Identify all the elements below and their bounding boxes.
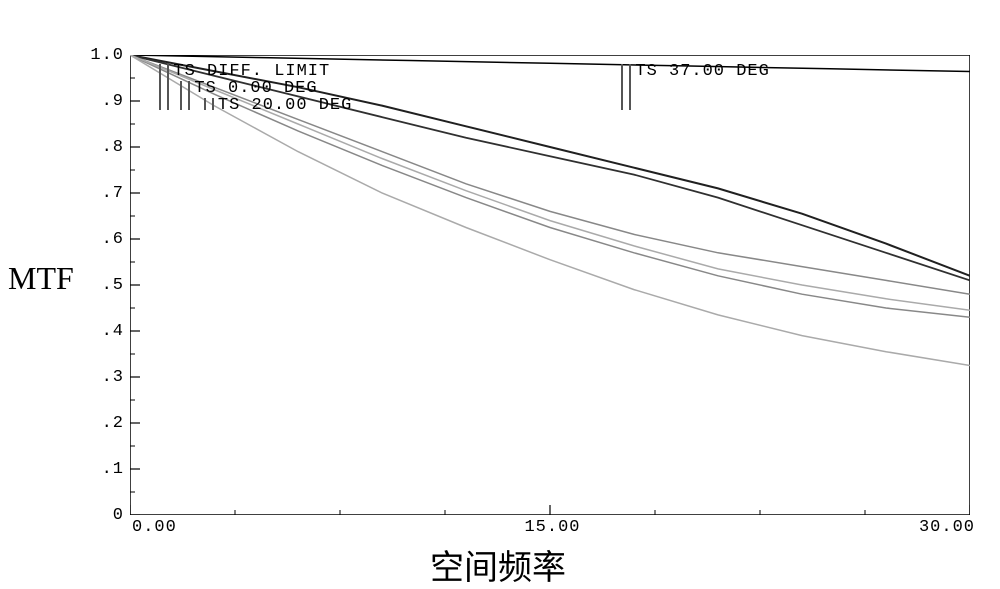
y-tick-label: .1 bbox=[88, 460, 124, 479]
x-tick-label: 0.00 bbox=[132, 518, 197, 537]
y-tick-label: .9 bbox=[88, 92, 124, 111]
chart-plot-area: TS DIFF. LIMITTS 0.00 DEGTS 20.00 DEGTS … bbox=[130, 55, 970, 515]
y-tick-label: 1.0 bbox=[88, 46, 124, 65]
legend-label: TS 20.00 DEG bbox=[218, 96, 352, 115]
y-tick-label: .3 bbox=[88, 368, 124, 387]
x-axis-label: 空间频率 bbox=[430, 540, 566, 589]
y-tick-label: .6 bbox=[88, 230, 124, 249]
legend-pointer-line bbox=[180, 81, 182, 110]
x-tick-label: 30.00 bbox=[910, 518, 975, 537]
x-tick-label: 15.00 bbox=[520, 518, 585, 537]
chart-container: MTF 空间频率 TS DIFF. LIMITTS 0.00 DEGTS 20.… bbox=[0, 0, 1000, 589]
legend-pointer-line bbox=[167, 64, 169, 110]
y-axis-label: MTF bbox=[8, 260, 74, 297]
legend-label: TS 37.00 DEG bbox=[635, 62, 769, 81]
legend-pointer-line bbox=[159, 64, 161, 110]
legend-pointer-line bbox=[212, 98, 214, 110]
y-tick-label: .4 bbox=[88, 322, 124, 341]
y-tick-label: .2 bbox=[88, 414, 124, 433]
legend-pointer-line bbox=[621, 64, 623, 110]
y-tick-label: .5 bbox=[88, 276, 124, 295]
legend-pointer-line bbox=[629, 64, 631, 110]
y-tick-label: .8 bbox=[88, 138, 124, 157]
mtf-plot-svg bbox=[130, 55, 970, 515]
legend-pointer-line bbox=[188, 81, 190, 110]
y-tick-label: 0 bbox=[88, 506, 124, 525]
y-tick-label: .7 bbox=[88, 184, 124, 203]
legend-pointer-line bbox=[204, 98, 206, 110]
